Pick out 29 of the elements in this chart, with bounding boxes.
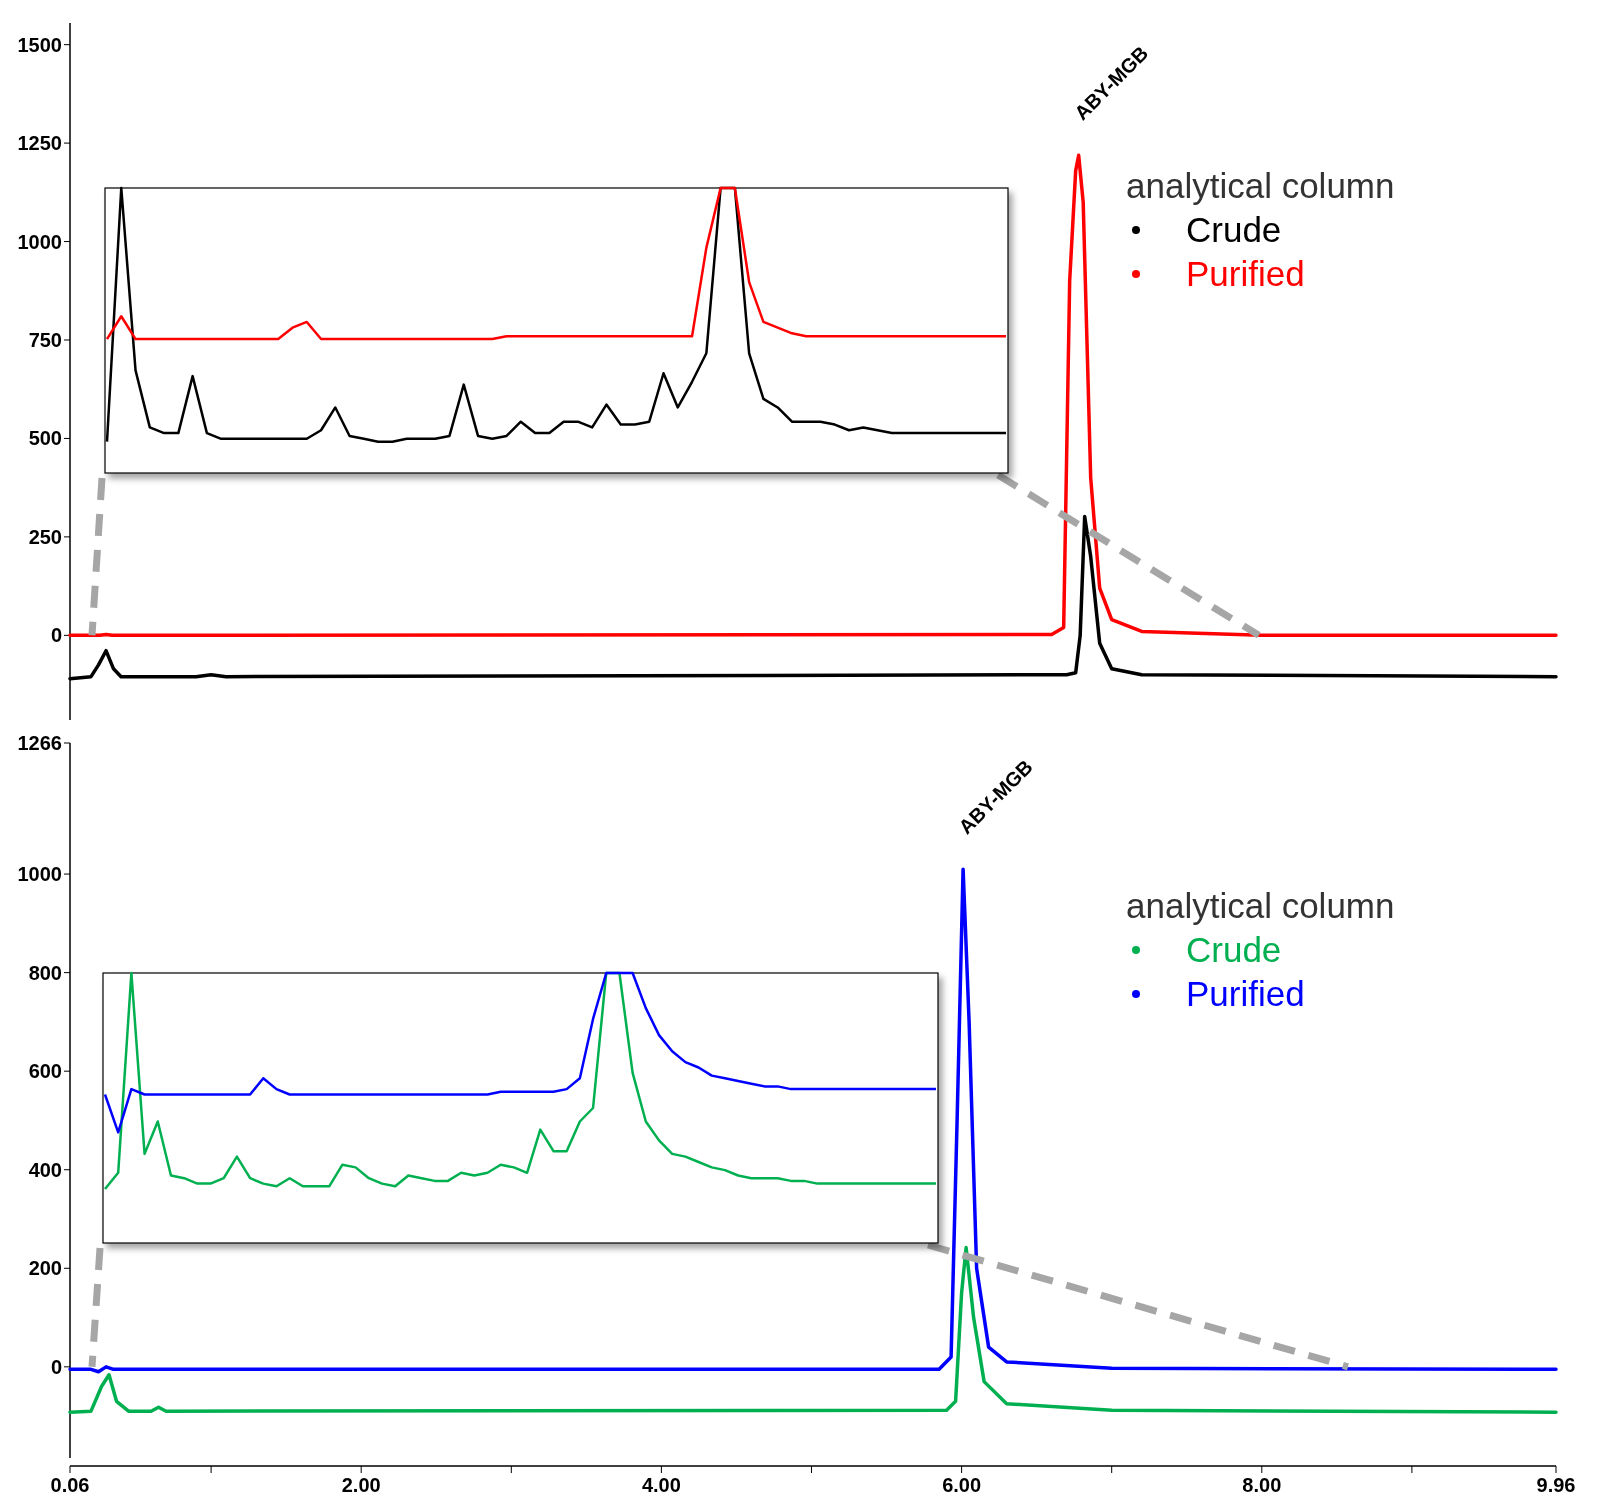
x-tick-label: 8.00 (1242, 1474, 1282, 1496)
y-tick-label: 400 (28, 1158, 62, 1181)
line-series (68, 1245, 1558, 1414)
y-tick-label: 1266 (17, 732, 62, 754)
legend-label: Crude (1186, 210, 1282, 249)
x-tick-label: 2.00 (341, 1474, 381, 1496)
legend-label: Crude (1186, 930, 1282, 969)
x-tick-label: 9.96 (1536, 1474, 1576, 1496)
y-tick-label: 200 (28, 1257, 62, 1280)
y-tick-label: 1500 (17, 33, 62, 56)
y-tick-label: 600 (28, 1060, 62, 1083)
y-tick-label: 750 (28, 329, 62, 351)
y-tick-label: 250 (28, 525, 62, 548)
line-series (68, 153, 1558, 638)
line-series (68, 867, 1558, 1374)
y-tick-label: 500 (28, 427, 62, 450)
legend-title: analytical column (1126, 166, 1395, 205)
x-tick-label: 4.00 (641, 1474, 681, 1496)
legend-title: analytical column (1126, 886, 1395, 925)
x-tick-label: 6.00 (942, 1474, 982, 1496)
y-tick-label: 1000 (17, 863, 62, 886)
y-tick-label: 0 (50, 624, 62, 647)
x-tick-label: 0.06 (50, 1474, 90, 1496)
legend-label: Purified (1186, 974, 1305, 1013)
y-tick-label: 800 (28, 961, 62, 984)
y-tick-label: 0 (50, 1355, 62, 1378)
y-tick-label: 1000 (17, 230, 62, 253)
legend-label: Purified (1186, 254, 1305, 293)
y-tick-label: 1250 (17, 132, 62, 155)
